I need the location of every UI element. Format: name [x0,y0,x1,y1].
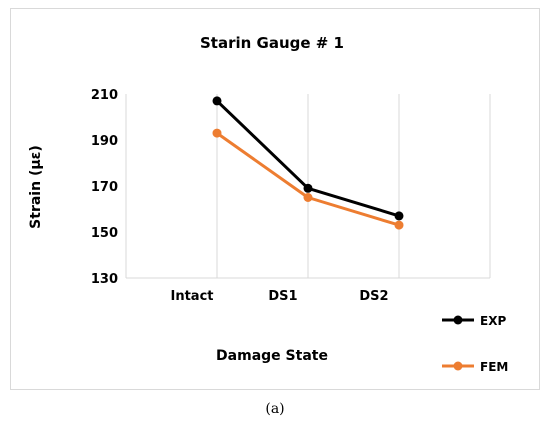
y-tick-label: 210 [91,88,118,103]
chart-title: Starin Gauge # 1 [200,34,344,52]
y-tick-label: 150 [91,226,118,241]
y-axis-label: Strain (με) [28,145,44,229]
data-point-exp [303,183,313,193]
legend: EXP FEM [442,314,508,374]
axes [125,94,490,279]
data-point-fem [212,128,222,138]
chart-frame [10,8,540,390]
data-point-exp [394,211,404,221]
figure-caption: (a) [265,401,284,417]
y-tick-label: 170 [91,180,118,195]
series-lines [212,96,404,230]
legend-label: EXP [480,314,506,328]
x-tick-label: DS1 [268,289,297,304]
x-axis-label: Damage State [216,348,328,364]
y-tick-label: 130 [91,272,118,287]
legend-swatch-marker [453,361,463,371]
tick-labels: 130 150 170 190 210 Intact DS1 DS2 [91,88,389,304]
legend-swatch-marker [453,315,463,325]
gridlines [216,94,491,278]
y-tick-label: 190 [91,134,118,149]
legend-label: FEM [480,360,508,374]
data-point-fem [303,193,313,202]
x-tick-label: Intact [171,289,214,304]
data-point-fem [394,220,404,230]
data-point-exp [212,96,222,106]
x-tick-label: DS2 [359,289,388,304]
